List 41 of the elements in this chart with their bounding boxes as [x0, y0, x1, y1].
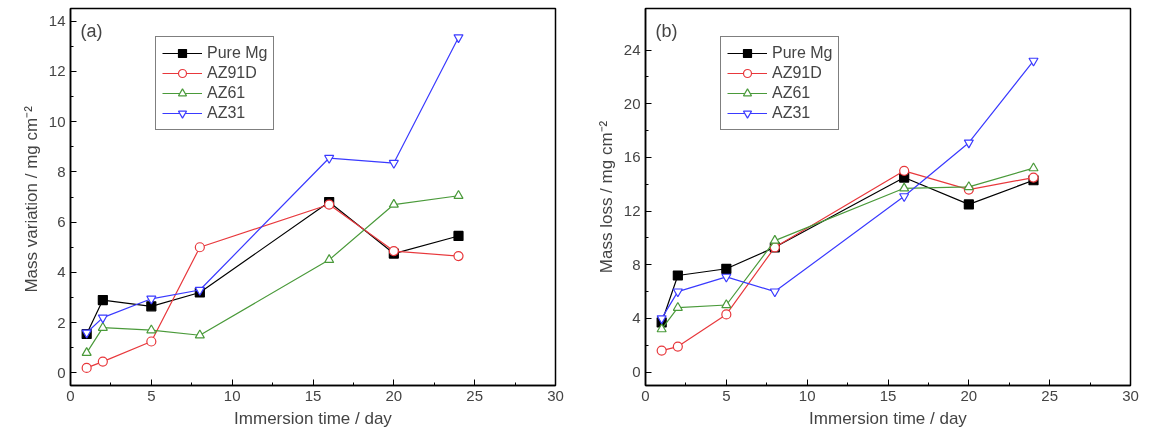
y-tick-label: 0 — [632, 363, 641, 381]
legend-label: AZ31 — [772, 104, 811, 122]
annotation: (b) — [655, 20, 678, 41]
x-tick-label: 20 — [385, 386, 403, 404]
legend-label: Pure Mg — [772, 44, 833, 62]
y-tick-label: 14 — [48, 12, 66, 30]
legend-label: AZ91D — [207, 64, 257, 82]
y-tick-label: 12 — [48, 62, 66, 80]
y-tick-label: 24 — [623, 41, 641, 59]
y-tick-label: 4 — [57, 263, 66, 281]
x-tick-label: 20 — [960, 386, 978, 404]
y-tick-label: 8 — [632, 255, 641, 273]
y-axis-title: Mass loss / mg cm⁻² — [596, 120, 616, 274]
legend-label: Pure Mg — [207, 44, 268, 62]
x-tick-label: 10 — [223, 386, 241, 404]
x-tick-label: 25 — [1041, 386, 1059, 404]
y-tick-label: 20 — [623, 94, 641, 112]
x-axis-title: Immersion time / day — [234, 408, 393, 428]
legend-label: AZ61 — [207, 84, 246, 102]
y-tick-label: 10 — [48, 112, 66, 130]
x-tick-label: 15 — [304, 386, 322, 404]
y-axis-title: Mass variation / mg cm⁻² — [21, 105, 41, 293]
x-axis-title: Immersion time / day — [809, 408, 968, 428]
x-tick-label: 30 — [547, 386, 564, 404]
x-tick-label: 25 — [466, 386, 484, 404]
y-tick-label: 12 — [623, 202, 641, 220]
legend-label: AZ61 — [772, 84, 811, 102]
y-tick-label: 4 — [632, 309, 641, 327]
y-tick-label: 16 — [623, 148, 641, 166]
x-tick-label: 15 — [879, 386, 897, 404]
x-tick-label: 30 — [1122, 386, 1139, 404]
y-tick-label: 8 — [57, 162, 66, 180]
y-tick-label: 6 — [57, 213, 66, 231]
x-tick-label: 5 — [722, 386, 731, 404]
y-tick-label: 0 — [57, 363, 66, 381]
legend-label: AZ91D — [772, 64, 822, 82]
y-tick-label: 2 — [57, 313, 66, 331]
x-tick-label: 5 — [147, 386, 156, 404]
legend-label: AZ31 — [207, 104, 246, 122]
x-tick-label: 10 — [798, 386, 816, 404]
annotation: (a) — [80, 20, 103, 41]
